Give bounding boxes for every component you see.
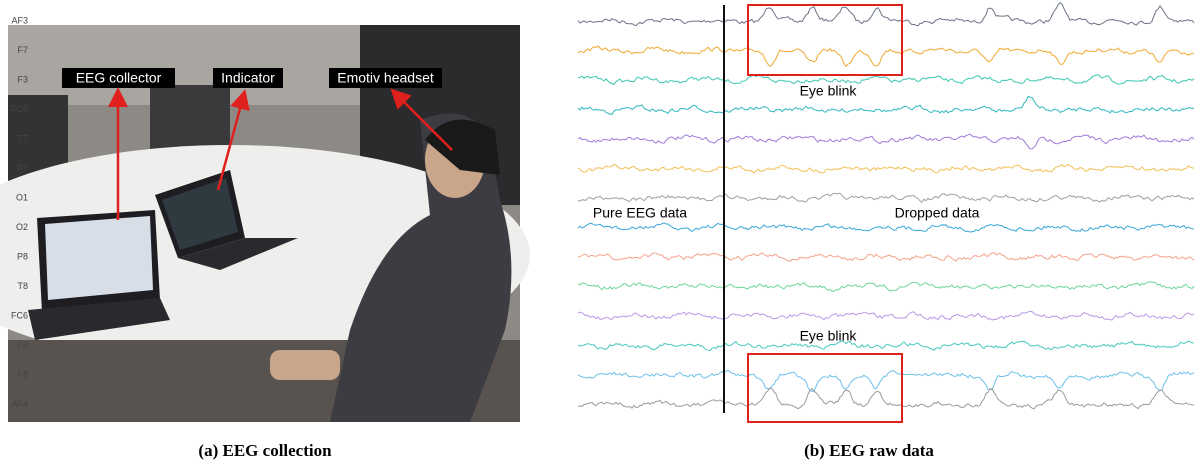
eeg-trace	[578, 370, 1194, 391]
annotation: Pure EEG data	[593, 205, 687, 221]
caption: (a) EEG collection	[198, 441, 332, 460]
eeg-trace	[578, 223, 1194, 232]
eeg-trace	[578, 134, 1194, 149]
eeg-trace	[578, 164, 1194, 173]
channel-label: FC6	[11, 310, 28, 320]
label: Indicator	[221, 70, 275, 86]
eeg-trace	[578, 253, 1194, 262]
eeg-trace	[578, 75, 1194, 85]
channel-label: P7	[17, 163, 28, 173]
channel-label: T8	[17, 281, 28, 291]
eeg-trace	[578, 311, 1194, 320]
eeg-trace	[578, 282, 1194, 292]
eeg-trace	[578, 388, 1194, 409]
channel-label: AF3	[11, 15, 28, 25]
channel-label: F3	[17, 74, 28, 84]
eeg-trace	[578, 3, 1194, 26]
label: EEG collector	[76, 70, 162, 86]
annotation: Dropped data	[895, 205, 980, 221]
channel-label: F7	[17, 45, 28, 55]
channel-label: P8	[17, 251, 28, 261]
caption: (b) EEG raw data	[804, 441, 934, 460]
channel-label: FC5	[11, 104, 28, 114]
channel-label: AF4	[11, 399, 28, 409]
figure: EEG collector Indicator Emotiv headset (a)…	[0, 0, 1203, 467]
eeg-trace	[578, 341, 1194, 351]
label: Emotiv headset	[337, 70, 434, 86]
eeg-trace	[578, 96, 1194, 114]
channel-label: O2	[16, 222, 28, 232]
channel-label: O1	[16, 192, 28, 202]
eeg-trace	[578, 46, 1194, 66]
annotation: Eye blink	[800, 83, 858, 99]
channel-label: F4	[17, 340, 28, 350]
channel-label: T7	[17, 133, 28, 143]
channel-label: F8	[17, 369, 28, 379]
annotation: Eye blink	[800, 328, 858, 344]
eeg-trace	[578, 193, 1194, 202]
